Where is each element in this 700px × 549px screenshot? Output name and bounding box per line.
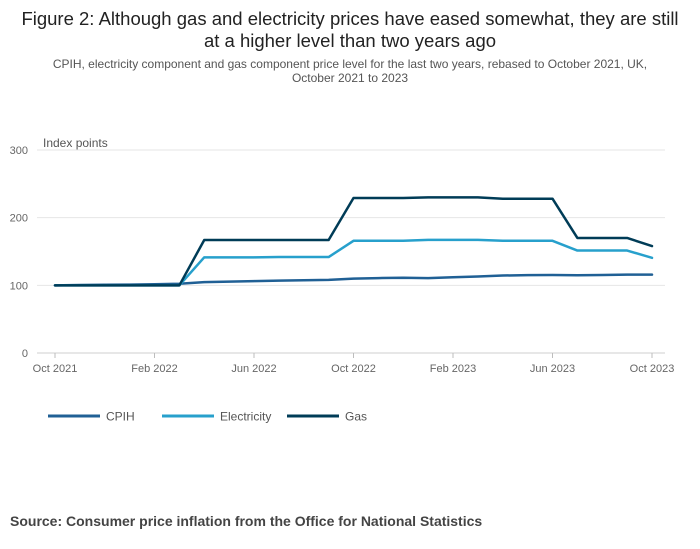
y-tick-label: 100: [10, 280, 28, 292]
legend-label-gas: Gas: [345, 410, 367, 424]
y-tick-label: 0: [22, 348, 28, 360]
x-tick-label: Feb 2022: [131, 363, 177, 375]
y-tick-label: 200: [10, 213, 28, 225]
chart-subtitle: CPIH, electricity component and gas comp…: [52, 57, 648, 85]
x-tick-label: Oct 2022: [331, 363, 376, 375]
x-tick-label: Oct 2021: [33, 363, 78, 375]
source-note: Source: Consumer price inflation from th…: [10, 513, 483, 529]
x-tick-label: Oct 2023: [630, 363, 675, 375]
x-tick-label: Jun 2023: [530, 363, 575, 375]
x-tick-label: Jun 2022: [231, 363, 276, 375]
series-line-cpih: [53, 273, 654, 287]
line-chart: 0 100 200 300 Index points Oct 2021 Feb 2022 Ju…: [10, 136, 675, 424]
y-tick-label: 300: [10, 145, 28, 157]
y-axis-label: Index points: [43, 136, 108, 150]
legend-label-electricity: Electricity: [220, 410, 271, 424]
x-tick-label: Feb 2023: [430, 363, 476, 375]
series-line-gas: [53, 196, 654, 287]
chart-title: Figure 2: Although gas and electricity p…: [21, 8, 679, 51]
legend-label-cpih: CPIH: [106, 410, 135, 424]
